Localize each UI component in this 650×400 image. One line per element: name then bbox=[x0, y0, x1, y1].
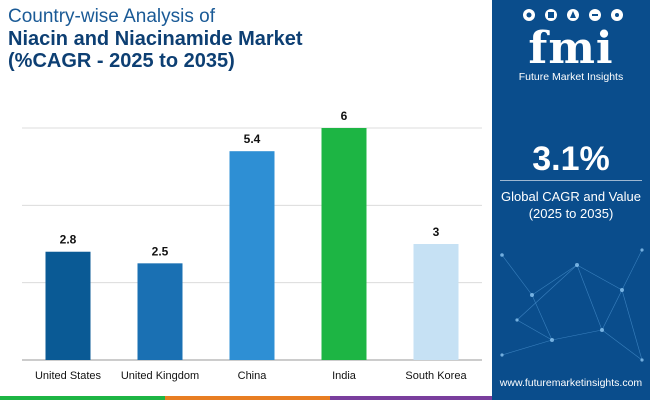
x-tick-label: South Korea bbox=[405, 370, 467, 382]
side-panel: fmi Future Market Insights 3.1% Global C… bbox=[492, 0, 650, 400]
logo-wordmark: fmi bbox=[528, 23, 614, 74]
chart-title: Country-wise Analysis of Niacin and Niac… bbox=[8, 6, 303, 72]
x-tick-label: India bbox=[332, 370, 357, 382]
bar-chart: 2.8 United States 2.5 United Kingdom 5.4 Chin… bbox=[22, 109, 482, 382]
footer-segment-green bbox=[0, 396, 165, 400]
footer-segment-orange bbox=[165, 396, 330, 400]
footer-segment-blue bbox=[492, 396, 650, 400]
bar bbox=[229, 151, 275, 360]
fmi-logo: fmi Future Market Insights bbox=[492, 6, 650, 83]
data-label: 6 bbox=[341, 109, 348, 123]
data-label: 5.4 bbox=[244, 132, 261, 146]
cagr-label-line-1: Global CAGR and Value bbox=[501, 189, 641, 204]
network-decoration bbox=[500, 248, 644, 362]
cagr-label-line-2: (2025 to 2035) bbox=[528, 206, 614, 221]
global-cagr-value: 3.1% bbox=[532, 140, 610, 178]
title-line-3: (%CAGR - 2025 to 2035) bbox=[8, 50, 235, 72]
bar bbox=[413, 244, 459, 360]
logo-subtitle: Future Market Insights bbox=[518, 71, 624, 83]
footer-color-bar bbox=[0, 396, 650, 400]
title-line-2: Niacin and Niacinamide Market bbox=[8, 28, 303, 50]
website-link[interactable]: www.futuremarketinsights.com bbox=[499, 377, 643, 389]
x-tick-label: China bbox=[238, 370, 268, 382]
bar bbox=[45, 251, 91, 360]
x-tick-label: United Kingdom bbox=[121, 370, 199, 382]
x-tick-label: United States bbox=[35, 370, 102, 382]
title-line-1: Country-wise Analysis of bbox=[8, 6, 215, 27]
bar bbox=[137, 263, 183, 360]
logo-icons bbox=[523, 9, 623, 21]
data-label: 3 bbox=[433, 225, 440, 239]
divider bbox=[500, 180, 642, 181]
data-label: 2.8 bbox=[60, 233, 77, 247]
global-cagr-label: Global CAGR and Value (2025 to 2035) bbox=[492, 188, 650, 222]
bar bbox=[321, 128, 367, 360]
footer-segment-purple bbox=[330, 396, 492, 400]
data-label: 2.5 bbox=[152, 244, 169, 258]
